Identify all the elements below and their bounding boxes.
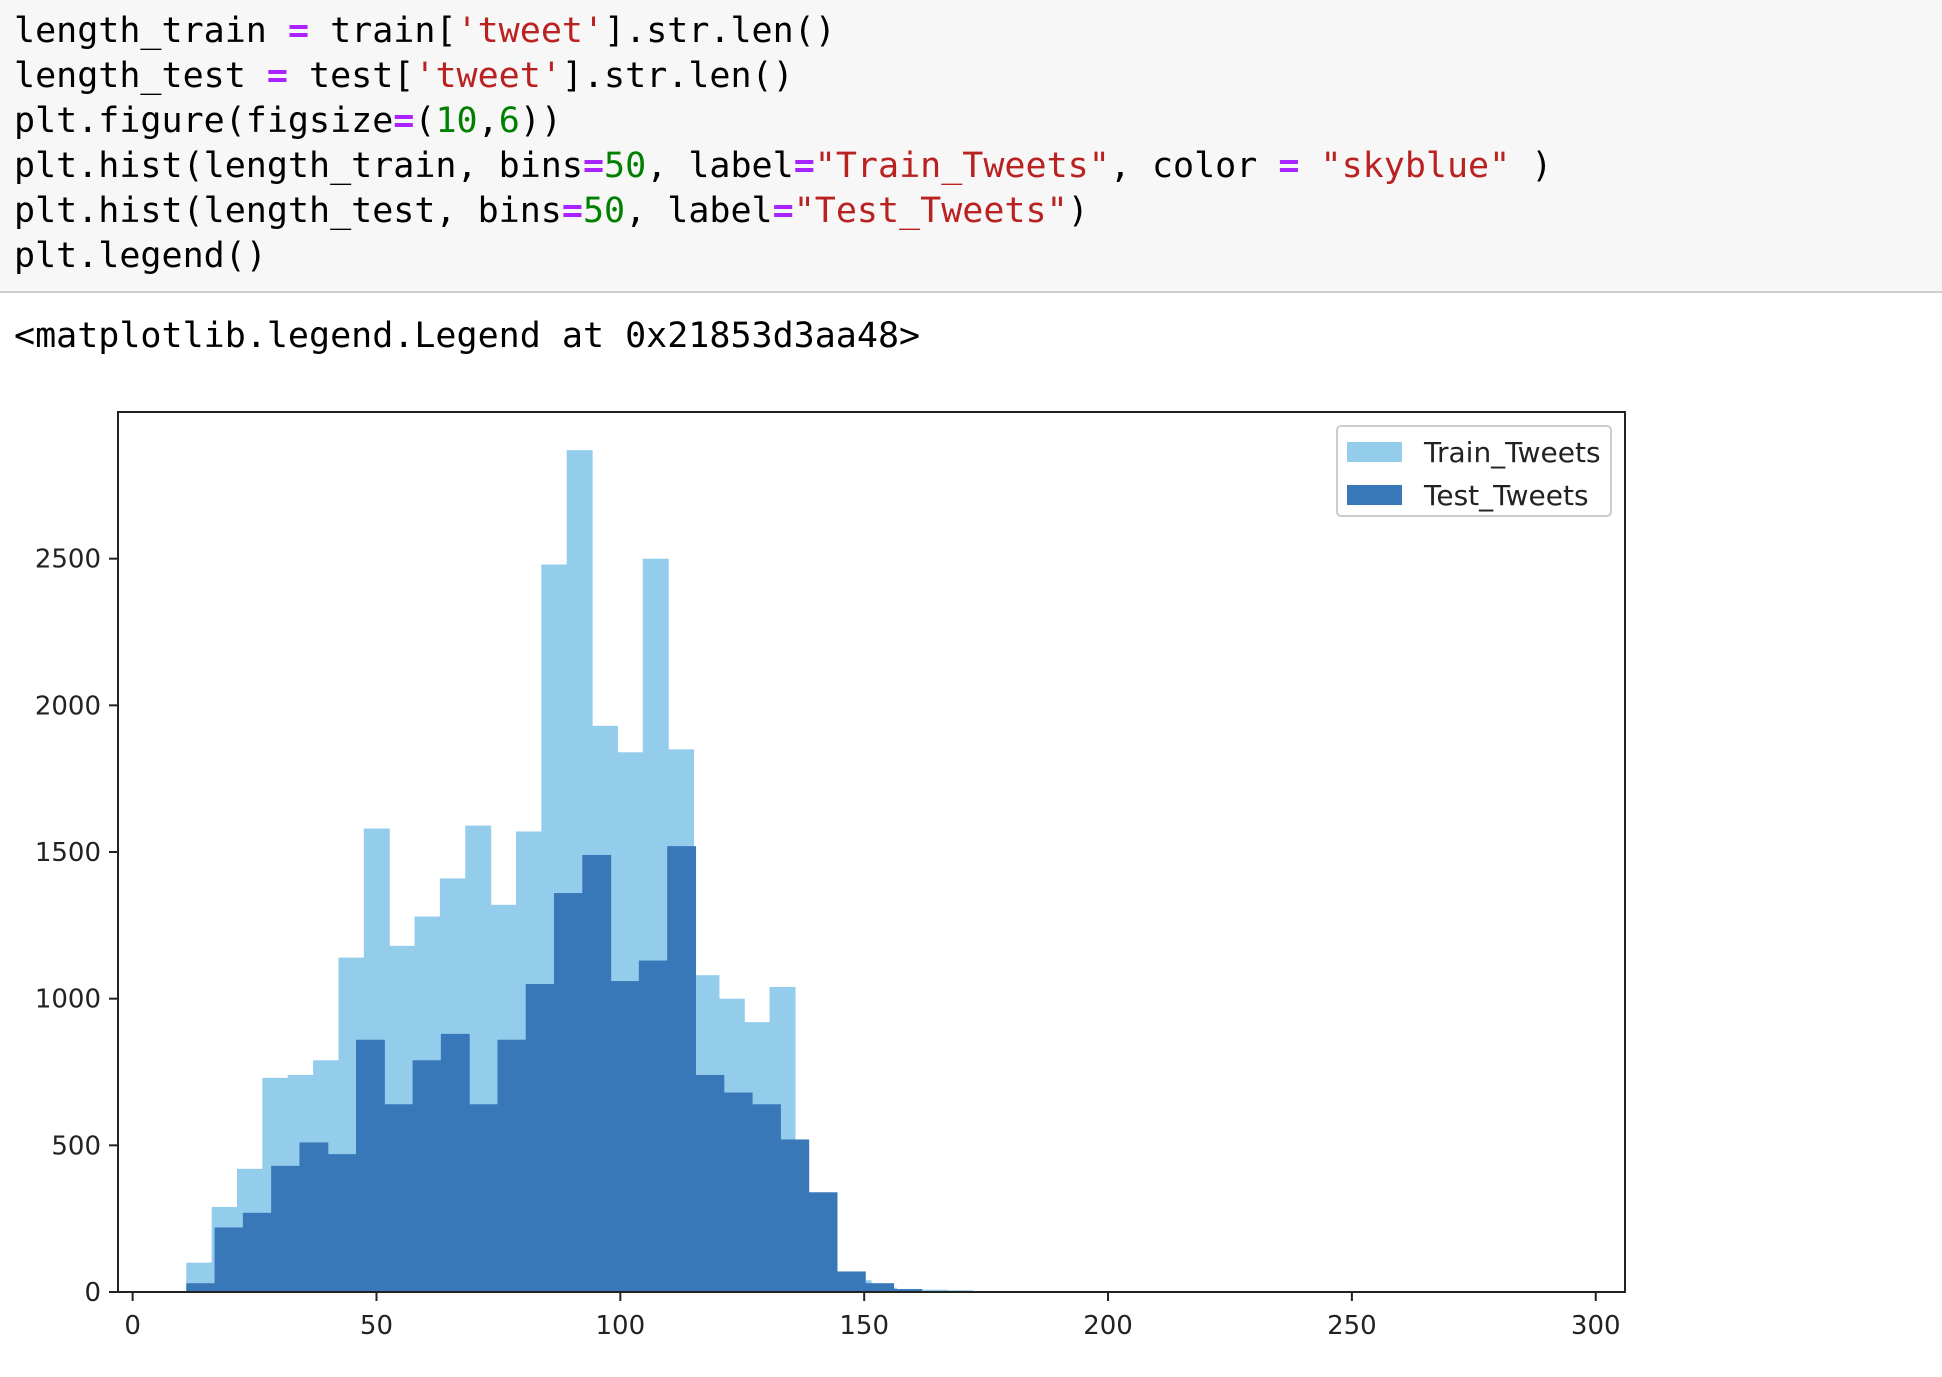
x-tick-label: 150 [839, 1311, 889, 1341]
test-bar [695, 1074, 725, 1292]
code-token: 'tweet' [456, 11, 605, 51]
code-token: length_train [14, 11, 288, 51]
test-bar [497, 1039, 527, 1292]
code-token: "Test_Tweets" [793, 191, 1068, 231]
code-token: train[ [309, 11, 457, 51]
code-token: = [287, 11, 310, 51]
code-line-2: length_test = test['tweet'].str.len() [14, 54, 794, 99]
test-bar [582, 854, 612, 1292]
test-bar [384, 1104, 414, 1292]
legend-box [1336, 425, 1612, 517]
test-bar [865, 1283, 895, 1292]
y-tick-label: 2000 [35, 691, 101, 721]
code-token: 10 [435, 101, 478, 141]
code-token: ].str.len() [604, 11, 836, 51]
code-token [1299, 146, 1320, 186]
test-bar [780, 1139, 810, 1292]
test-bar [667, 846, 697, 1292]
x-tick-label: 250 [1327, 1311, 1377, 1341]
y-tick-label: 500 [51, 1131, 101, 1161]
test-bar [242, 1212, 272, 1292]
test-legend-label: Test_Tweets [1423, 479, 1589, 512]
x-tick-label: 300 [1571, 1311, 1621, 1341]
test-bar [186, 1283, 216, 1292]
test-bar [355, 1039, 385, 1292]
code-token: "Train_Tweets" [814, 146, 1110, 186]
test-bar [836, 1271, 866, 1292]
code-token: plt.hist(length_test, bins [14, 191, 562, 231]
test-bar [610, 981, 640, 1292]
y-tick-label: 1000 [35, 985, 101, 1015]
code-cell-input[interactable]: length_train = train['tweet'].str.len() … [0, 0, 1942, 293]
code-token: test[ [287, 56, 415, 96]
y-tick-label: 1500 [35, 838, 101, 868]
code-token: "skyblue" [1320, 146, 1511, 186]
x-tick-label: 100 [596, 1311, 646, 1341]
test-bar [723, 1092, 753, 1292]
code-token: length_test [14, 56, 267, 96]
test-bar [638, 960, 668, 1292]
code-token: ].str.len() [561, 56, 794, 96]
code-line-5: plt.hist(length_test, bins=50, label="Te… [14, 189, 1089, 234]
code-token: = [393, 101, 415, 141]
code-token: 50 [582, 191, 626, 231]
code-token: , label [625, 191, 773, 231]
y-axis: 0 500 1000 1500 2000 2500 [35, 545, 118, 1308]
test-legend-swatch [1347, 485, 1402, 505]
code-token: , color [1109, 146, 1279, 186]
code-token: ) [1510, 146, 1553, 186]
x-axis: 0 50 100 150 200 250 300 [124, 1292, 1621, 1341]
y-tick-label: 2500 [35, 545, 101, 575]
test-bar [893, 1289, 923, 1292]
code-token: 6 [498, 101, 520, 141]
code-token: 'tweet' [414, 56, 562, 96]
code-line-3: plt.figure(figsize=(10,6)) [14, 99, 562, 144]
histogram-chart: 0 50 100 150 200 250 300 0 500 1000 1500 2000 2500 … [0, 380, 1942, 1373]
test-bars-group [186, 846, 923, 1292]
x-tick-label: 200 [1083, 1311, 1133, 1341]
train-bar [921, 1289, 948, 1292]
histogram-svg: 0 50 100 150 200 250 300 05001000150020002500 … [35, 411, 1626, 1341]
train-legend-swatch [1347, 442, 1402, 462]
code-token: = [1278, 146, 1300, 186]
x-tick-label: 0 [124, 1311, 141, 1341]
test-bar [299, 1142, 329, 1292]
code-line-6: plt.legend() [14, 234, 267, 279]
test-bar [412, 1060, 442, 1292]
code-token: , label [646, 146, 794, 186]
cell-output-text: <matplotlib.legend.Legend at 0x21853d3aa… [14, 316, 921, 356]
test-bar [271, 1165, 301, 1292]
code-token: = [561, 191, 583, 231]
code-token: plt.legend() [14, 236, 267, 276]
test-bar [440, 1033, 470, 1292]
legend: Train_Tweets Test_Tweets [1336, 425, 1612, 517]
code-line-4: plt.hist(length_train, bins=50, label="T… [14, 144, 1552, 189]
code-token: = [772, 191, 794, 231]
code-token: )) [519, 101, 562, 141]
code-line-1: length_train = train['tweet'].str.len() [14, 9, 836, 54]
y-tick-label: 0 [84, 1278, 101, 1308]
code-token: = [793, 146, 815, 186]
code-token: = [582, 146, 605, 186]
test-bar [554, 893, 583, 1292]
code-token: plt.hist(length_train, bins [14, 146, 583, 186]
test-bar [808, 1192, 838, 1292]
code-token: ) [1067, 191, 1089, 231]
test-bar [327, 1154, 357, 1292]
code-token: 50 [604, 146, 647, 186]
test-bar [525, 984, 555, 1292]
x-tick-label: 50 [360, 1311, 393, 1341]
test-bar [469, 1104, 499, 1292]
code-token: = [266, 56, 288, 96]
code-token: , [477, 101, 499, 141]
code-token: ( [414, 101, 436, 141]
test-bar [752, 1104, 781, 1292]
train-legend-label: Train_Tweets [1423, 436, 1601, 469]
test-bar [214, 1227, 244, 1292]
code-token: plt.figure(figsize [14, 101, 394, 141]
